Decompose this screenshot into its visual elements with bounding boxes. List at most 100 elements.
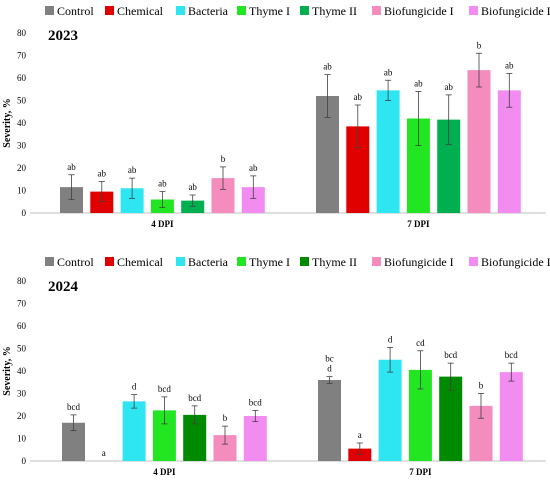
significance-letter: d: [388, 334, 393, 344]
legend-swatch: [105, 257, 114, 266]
significance-letter: bcd: [188, 393, 201, 403]
chart-title: 2023: [48, 28, 78, 44]
bar: [241, 187, 265, 213]
y-tick-label: 30: [17, 389, 27, 399]
y-tick-label: 20: [17, 411, 27, 421]
bar: [90, 191, 114, 213]
bar: [122, 401, 146, 461]
y-tick-label: 50: [17, 344, 27, 354]
legend-entry: Thyme II: [312, 255, 357, 269]
legend-entry: Thyme I: [249, 4, 290, 18]
significance-letter: b: [479, 381, 484, 391]
significance-letter: ab: [158, 179, 167, 189]
bar: [376, 90, 400, 213]
y-tick-label: 50: [17, 96, 27, 106]
legend-swatch: [237, 257, 246, 266]
y-tick-label: 10: [17, 186, 27, 196]
chart-panel-2023: Control Chemical Bacteria Thyme I Thyme II Bi…: [2, 4, 550, 229]
legend-entry: Biofungicide I: [384, 255, 454, 269]
significance-letter: a: [358, 430, 362, 440]
legend-swatch: [469, 257, 478, 266]
legend-swatch: [176, 6, 185, 15]
bar: [408, 369, 432, 461]
x-category-label: 4 DPI: [151, 219, 174, 229]
bar: [348, 448, 372, 461]
bar: [378, 359, 402, 461]
significance-letter: ab: [249, 163, 258, 173]
y-tick-label: 40: [17, 118, 27, 128]
significance-letter: bc: [325, 354, 334, 364]
significance-letter: cd: [416, 338, 425, 348]
bar: [243, 416, 267, 461]
significance-letter: ab: [67, 162, 76, 172]
significance-letter: ab: [323, 62, 332, 72]
legend-swatch: [237, 6, 246, 15]
significance-letter: d: [327, 364, 332, 374]
significance-letter: bcd: [249, 397, 262, 407]
bar: [183, 414, 207, 461]
bar: [469, 405, 493, 461]
significance-letter: ab: [128, 165, 137, 175]
significance-letter: d: [132, 382, 137, 392]
legend-entry: Chemical: [117, 4, 164, 18]
chart-title: 2024: [48, 279, 79, 295]
significance-letter: b: [221, 154, 226, 164]
bar: [346, 126, 370, 213]
bar: [181, 200, 205, 213]
significance-letter: bcd: [444, 350, 457, 360]
legend-entry: Biofungicide II: [481, 4, 550, 18]
legend-entry: Control: [57, 255, 94, 269]
significance-letter: ab: [505, 61, 514, 71]
significance-letter: ab: [384, 67, 393, 77]
bar: [467, 70, 491, 213]
legend-entry: Thyme II: [312, 4, 357, 18]
y-tick-label: 40: [17, 366, 27, 376]
significance-letter: ab: [188, 182, 197, 192]
bar: [120, 188, 144, 213]
bar: [499, 372, 523, 461]
legend-entry: Biofungicide I: [384, 4, 454, 18]
legend-entry: Control: [57, 4, 94, 18]
bar: [316, 96, 339, 213]
legend-swatch: [300, 6, 309, 15]
bar: [497, 90, 521, 213]
legend-entry: Biofungicide II: [481, 255, 550, 269]
y-tick-label: 0: [22, 456, 27, 466]
legend-swatch: [176, 257, 185, 266]
y-tick-label: 80: [17, 28, 27, 38]
bar: [62, 422, 85, 461]
bar: [439, 376, 463, 461]
bar: [60, 187, 83, 213]
y-tick-label: 70: [17, 299, 27, 309]
significance-letter: a: [102, 448, 106, 458]
legend-swatch: [300, 257, 309, 266]
y-tick-label: 30: [17, 141, 27, 151]
y-tick-label: 20: [17, 163, 27, 173]
significance-letter: ab: [444, 82, 453, 92]
significance-letter: bcd: [505, 350, 518, 360]
legend-entry: Bacteria: [188, 255, 229, 269]
y-tick-label: 60: [17, 321, 27, 331]
significance-letter: ab: [98, 169, 107, 179]
y-tick-label: 80: [17, 276, 27, 286]
significance-letter: bcd: [158, 384, 171, 394]
legend-swatch: [45, 6, 54, 15]
y-axis-label: Severity, %: [2, 346, 13, 395]
legend-swatch: [372, 257, 381, 266]
y-tick-label: 10: [17, 434, 27, 444]
bar: [318, 380, 341, 461]
y-tick-label: 0: [22, 208, 27, 218]
significance-letter: b: [477, 40, 482, 50]
legend-entry: Thyme I: [249, 255, 290, 269]
bar: [211, 178, 235, 213]
bar: [437, 119, 461, 213]
y-tick-label: 60: [17, 73, 27, 83]
legend-swatch: [469, 6, 478, 15]
significance-letter: b: [223, 413, 228, 423]
bar: [213, 435, 237, 461]
significance-letter: ab: [414, 79, 423, 89]
significance-letter: bcd: [67, 402, 80, 412]
x-category-label: 4 DPI: [153, 467, 176, 477]
x-category-label: 7 DPI: [407, 219, 430, 229]
